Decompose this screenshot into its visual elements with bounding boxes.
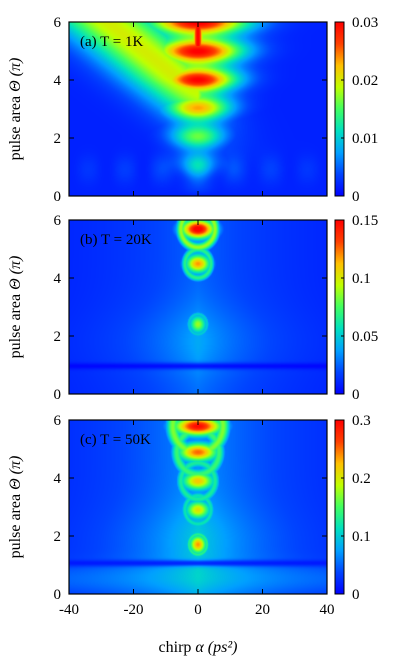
heatmap-image: [69, 22, 327, 196]
colorbar-tick-label: 0.3: [352, 413, 371, 429]
panel-a: 0 2 4 6 (a) T = 1K pulse area Θ (π) 0 0.01 0.02 0…: [7, 15, 378, 205]
colorbar-tick-label: 0.01: [352, 131, 378, 147]
y-tick-label: 2: [54, 131, 62, 147]
panel-c: 0 2 4 6 -40 -20 0 20 40 (c) T = 50K pulse area Θ (…: [7, 413, 371, 618]
x-tick-label: 0: [194, 602, 202, 618]
colorbar-tick-label: 0.05: [352, 329, 378, 345]
heatmap-image: [69, 420, 327, 594]
y-tick-label: 0: [54, 587, 62, 603]
panel-label: (a) T = 1K: [80, 34, 143, 50]
y-axis-title: pulse area Θ (π): [7, 256, 24, 359]
y-tick-label: 2: [54, 329, 62, 345]
x-axis-title: chirp α (ps²): [159, 639, 238, 656]
colorbar-tick-label: 0.02: [352, 73, 378, 89]
y-tick-label: 4: [54, 271, 62, 287]
colorbar-tick-label: 0.03: [352, 15, 378, 31]
colorbar-tick-label: 0: [352, 189, 360, 205]
panel-label: (c) T = 50K: [80, 432, 151, 448]
colorbar-tick-label: 0.2: [352, 471, 371, 487]
y-tick-label: 6: [54, 15, 62, 31]
colorbar-tick-label: 0.15: [352, 213, 378, 229]
colorbar: [334, 419, 345, 595]
colorbar-tick-label: 0: [352, 387, 360, 403]
x-tick-label: 40: [320, 602, 335, 618]
y-axis-title: pulse area Θ (π): [7, 58, 24, 161]
y-tick-label: 0: [54, 189, 62, 205]
y-tick-label: 6: [54, 213, 62, 229]
y-tick-label: 4: [54, 73, 62, 89]
y-tick-label: 0: [54, 387, 62, 403]
heatmap-image: [69, 220, 327, 394]
y-tick-label: 6: [54, 413, 62, 429]
colorbar: [334, 21, 345, 197]
panel-label: (b) T = 20K: [80, 232, 152, 248]
y-tick-label: 4: [54, 471, 62, 487]
colorbar-tick-label: 0.1: [352, 271, 371, 287]
x-tick-label: 20: [255, 602, 270, 618]
panel-b: 0 2 4 6 (b) T = 20K pulse area Θ (π) 0 0.05 0.1 0…: [7, 213, 378, 403]
y-tick-label: 2: [54, 529, 62, 545]
colorbar-tick-label: 0: [352, 587, 360, 603]
x-tick-label: -20: [124, 602, 144, 618]
colorbar: [334, 219, 345, 395]
x-tick-label: -40: [59, 602, 79, 618]
y-axis-title: pulse area Θ (π): [7, 456, 24, 559]
colorbar-tick-label: 0.1: [352, 529, 371, 545]
